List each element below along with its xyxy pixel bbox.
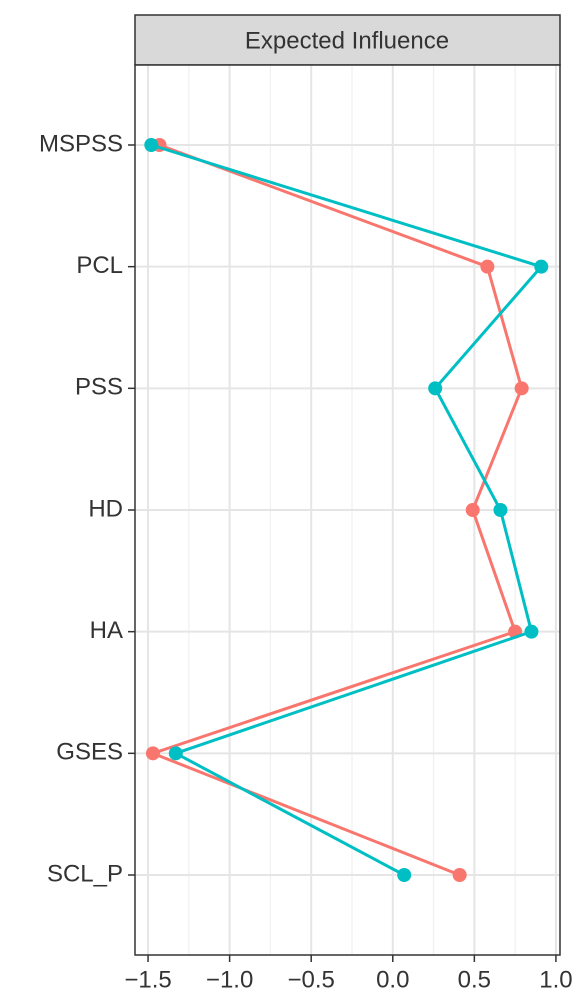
- point: [397, 868, 412, 882]
- point: [144, 138, 159, 152]
- y-tick-label: SCL_P: [47, 860, 123, 887]
- point: [465, 503, 480, 517]
- point: [514, 381, 529, 396]
- point: [145, 746, 160, 761]
- point: [480, 259, 495, 274]
- point: [168, 746, 183, 761]
- chart-title: Expected Influence: [245, 27, 449, 54]
- y-tick-label: PSS: [75, 374, 123, 401]
- panel-border: [134, 64, 561, 956]
- y-tick-label: HA: [90, 617, 123, 644]
- point: [534, 259, 549, 274]
- y-tick-label: GSES: [56, 739, 123, 766]
- point: [524, 624, 539, 639]
- point: [428, 381, 443, 396]
- y-tick-label: HD: [88, 495, 123, 522]
- x-tick-label: 1.0: [539, 966, 572, 993]
- point: [493, 503, 508, 517]
- y-tick-label: MSPSS: [39, 130, 123, 157]
- point: [452, 868, 467, 882]
- x-tick-label: −1.0: [206, 966, 253, 993]
- y-tick-label: PCL: [76, 252, 123, 279]
- x-tick-label: −1.5: [124, 966, 171, 993]
- x-tick-label: −0.5: [288, 966, 335, 993]
- x-tick-label: 0.0: [376, 966, 409, 993]
- x-tick-label: 0.5: [458, 966, 491, 993]
- strip: [134, 14, 561, 66]
